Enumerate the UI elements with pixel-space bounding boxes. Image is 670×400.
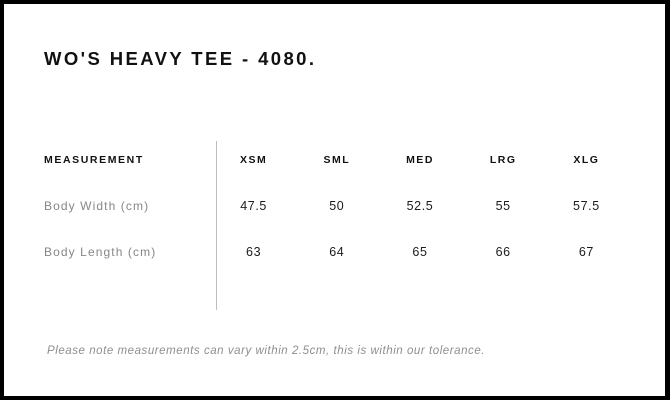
cell-body-length-lrg: 66 bbox=[495, 245, 511, 259]
cell-body-length-sml: 64 bbox=[329, 245, 345, 259]
cell-body-width-xlg: 57.5 bbox=[573, 199, 600, 213]
page-title: WO'S HEAVY TEE - 4080. bbox=[44, 48, 317, 69]
size-chart-table: MEASUREMENT XSM SML MED LRG XLG Body Wid… bbox=[44, 137, 628, 275]
cell-body-width-lrg: 55 bbox=[495, 199, 511, 213]
cell-body-width-xsm: 47.5 bbox=[240, 199, 267, 213]
cell-body-length-med: 65 bbox=[412, 245, 428, 259]
cell-body-width-sml: 50 bbox=[329, 199, 345, 213]
row-label-body-width: Body Width (cm) bbox=[44, 199, 150, 213]
column-header-xlg: XLG bbox=[573, 154, 600, 166]
column-header-xsm: XSM bbox=[239, 154, 268, 166]
table-row: Body Length (cm) 63 64 65 66 67 bbox=[44, 229, 628, 275]
row-label-body-length: Body Length (cm) bbox=[44, 245, 157, 259]
column-header-med: MED bbox=[406, 154, 434, 166]
column-header-lrg: LRG bbox=[489, 154, 517, 166]
cell-body-length-xlg: 67 bbox=[578, 245, 594, 259]
column-header-measurement: MEASUREMENT bbox=[44, 154, 144, 166]
table-column-divider bbox=[216, 141, 217, 310]
table-header-row: MEASUREMENT XSM SML MED LRG XLG bbox=[44, 137, 628, 183]
cell-body-width-med: 52.5 bbox=[406, 199, 434, 213]
tolerance-note: Please note measurements can vary within… bbox=[47, 345, 486, 357]
column-header-sml: SML bbox=[323, 154, 351, 166]
table-row: Body Width (cm) 47.5 50 52.5 55 57.5 bbox=[44, 183, 628, 229]
cell-body-length-xsm: 63 bbox=[246, 245, 262, 259]
